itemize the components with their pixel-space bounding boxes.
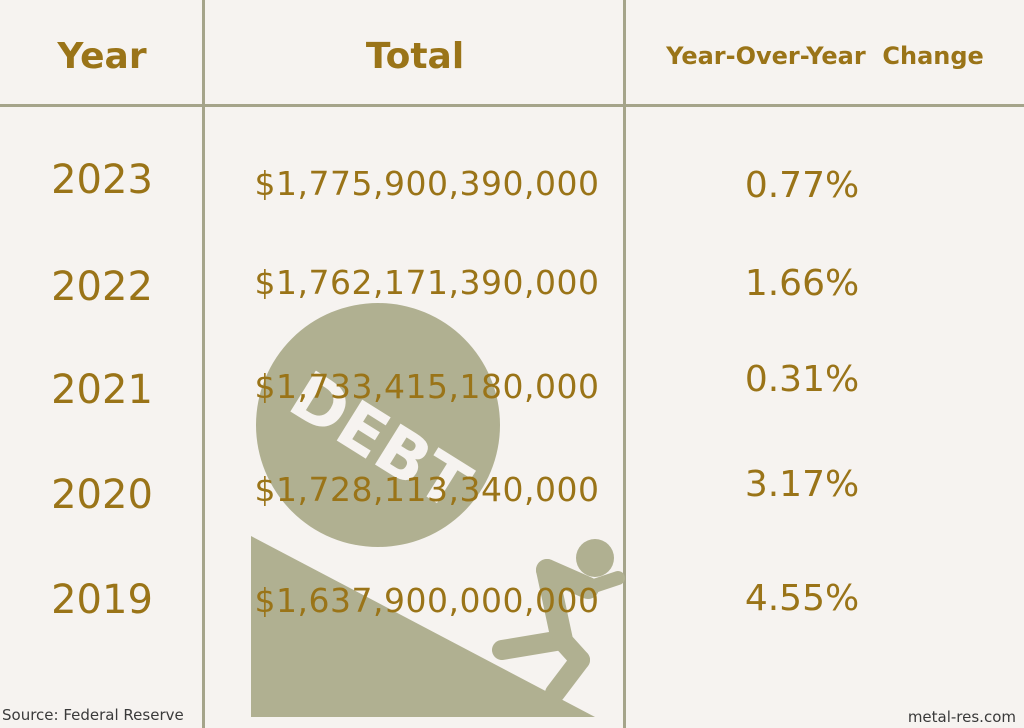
column-divider-2 [623, 0, 626, 728]
cell-change: 4.55% [744, 577, 860, 619]
header-yoy-change: Year-Over-Year Change [666, 42, 984, 70]
column-divider-1 [202, 0, 205, 728]
cell-year: 2020 [51, 472, 153, 518]
cell-year: 2019 [51, 577, 153, 623]
cell-year: 2022 [51, 264, 153, 310]
source-note: Source: Federal Reserve [2, 706, 184, 724]
cell-change: 3.17% [744, 463, 860, 505]
header-year: Year [57, 35, 147, 77]
cell-year: 2021 [51, 367, 153, 413]
cell-total: $1,775,900,390,000 [254, 163, 600, 203]
cell-total: $1,637,900,000,000 [254, 580, 600, 620]
cell-total: $1,762,171,390,000 [254, 262, 600, 302]
cell-total: $1,733,415,180,000 [254, 366, 600, 406]
site-credit: metal-res.com [907, 708, 1016, 726]
cell-total: $1,728,113,340,000 [254, 469, 600, 509]
header-divider [0, 104, 1024, 107]
cell-change: 0.31% [744, 358, 860, 400]
header-total: Total [365, 35, 465, 77]
cell-change: 1.66% [744, 262, 860, 304]
cell-year: 2023 [51, 157, 153, 203]
cell-change: 0.77% [744, 164, 860, 206]
